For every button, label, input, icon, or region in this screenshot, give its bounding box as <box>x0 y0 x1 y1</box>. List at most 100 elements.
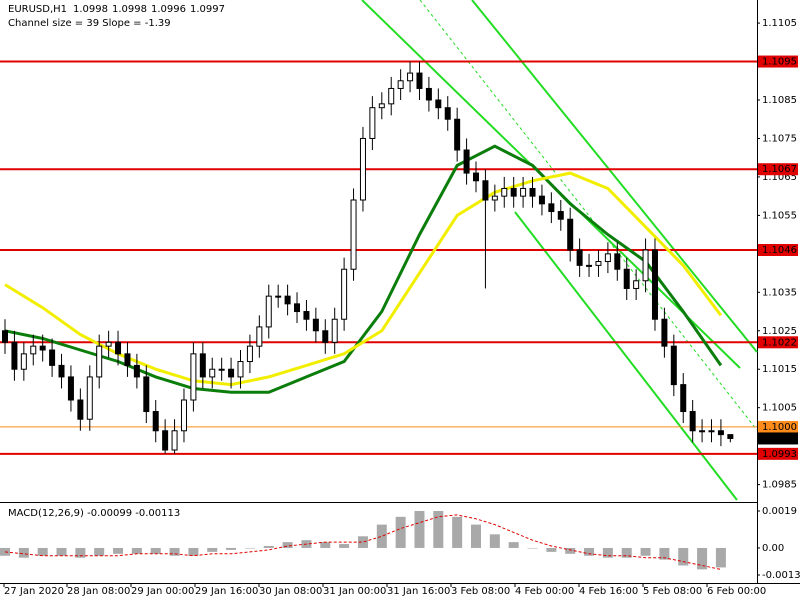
candle-body <box>482 180 489 201</box>
candle-body <box>209 368 216 378</box>
candle-body <box>162 430 169 451</box>
channel-midline <box>419 0 758 431</box>
y-tick-label: 1.1065 <box>762 172 797 183</box>
candle-body <box>689 411 696 432</box>
candle-body <box>623 268 630 289</box>
candle-body <box>604 253 611 263</box>
y-tick-label: 1.1005 <box>762 403 797 414</box>
level-label: 1.0993 <box>762 449 797 460</box>
axes: 1.1105 1.1085 1.1075 1.1065 1.1055 1.1035 1.10… <box>3 18 800 597</box>
candle-body <box>454 118 461 151</box>
candle-body <box>680 384 687 413</box>
candle-body <box>30 345 37 355</box>
macd-bar <box>244 547 255 549</box>
level-label-bg <box>758 336 798 349</box>
candle-body <box>501 187 508 197</box>
macd-bar <box>37 547 48 556</box>
candle-body <box>171 430 178 451</box>
price-label: 1.0997 <box>762 433 797 444</box>
macd-bar <box>697 547 708 570</box>
candle-body <box>350 199 357 270</box>
y-tick-label: 1.1015 <box>762 364 797 375</box>
candle-body <box>510 187 517 197</box>
y-tick-label: 1.1055 <box>762 210 797 221</box>
candle-body <box>473 172 479 182</box>
level-label-bg <box>758 163 798 176</box>
level-label: 1.1095 <box>762 57 797 68</box>
x-tick-label: 6 Feb 00:00 <box>707 586 766 597</box>
macd-bar <box>150 547 161 554</box>
candle-body <box>727 434 734 439</box>
macd <box>0 510 726 570</box>
macd-bar <box>188 547 199 556</box>
last-open: 1.0998 <box>73 4 108 15</box>
candle-body <box>416 72 423 89</box>
candle-body <box>199 353 206 378</box>
level-label: 1.1046 <box>762 245 797 256</box>
candle-body <box>397 80 404 89</box>
candle-body <box>407 72 414 82</box>
candle-body <box>11 341 18 370</box>
candle-body <box>651 249 658 320</box>
channel-line <box>471 0 758 353</box>
level-label-bg <box>758 55 798 68</box>
macd-bar <box>376 524 387 548</box>
macd-bar <box>640 547 651 556</box>
level-label: 1.1067 <box>762 164 797 175</box>
candle-body <box>369 107 376 139</box>
last-low: 1.0996 <box>151 4 186 15</box>
candle-body <box>2 330 8 343</box>
candle-body <box>256 326 263 347</box>
x-tick-label: 31 Jan 16:00 <box>387 586 450 597</box>
candle-body <box>115 341 122 355</box>
candle-body <box>708 430 715 433</box>
candles <box>2 61 734 454</box>
candle-body <box>284 295 291 305</box>
candle-body <box>77 399 84 420</box>
level-label: 1.1000 <box>762 422 797 433</box>
macd-bar <box>320 542 331 548</box>
candle-body <box>39 345 46 351</box>
candle-body <box>463 149 470 174</box>
candle-body <box>576 249 583 266</box>
moving-average <box>4 171 723 387</box>
macd-bar <box>546 547 557 552</box>
macd-y-tick-label: 0.0019 <box>762 506 797 517</box>
macd-bar <box>395 516 406 548</box>
candle-body <box>96 345 103 378</box>
macd-bar <box>339 544 350 548</box>
candle-body <box>143 376 150 413</box>
candle-body <box>133 364 140 378</box>
candle-body <box>58 364 65 378</box>
candle-body <box>246 345 253 363</box>
macd-y-tick-label: -0.00139 <box>762 570 800 581</box>
macd-bar <box>263 546 274 548</box>
price-label-bg <box>758 432 798 445</box>
macd-bar <box>489 534 500 548</box>
candle-body <box>341 268 348 320</box>
candle-body <box>303 311 310 320</box>
candle-body <box>717 430 724 436</box>
candle-body <box>180 399 187 432</box>
candle-body <box>275 295 282 298</box>
candle-body <box>614 253 621 270</box>
candle-body <box>331 318 338 343</box>
x-tick-label: 29 Jan 00:00 <box>131 586 194 597</box>
candle-body <box>557 211 564 220</box>
candle-body <box>322 330 329 343</box>
candle-body <box>538 195 545 205</box>
x-tick-label: 5 Feb 08:00 <box>643 586 702 597</box>
candle-body <box>491 195 498 201</box>
macd-bar <box>471 524 481 548</box>
y-tick-label: 1.1105 <box>762 18 797 29</box>
candle-body <box>124 353 131 366</box>
macd-bar <box>602 547 613 558</box>
moving-average <box>4 144 723 394</box>
macd-bar <box>56 547 67 556</box>
x-tick-label: 29 Jan 16:00 <box>195 586 258 597</box>
macd-bar <box>414 510 425 548</box>
last-close: 1.0997 <box>190 4 225 15</box>
last-high: 1.0998 <box>112 4 147 15</box>
macd-bar <box>621 547 632 558</box>
candle-body <box>388 87 395 105</box>
